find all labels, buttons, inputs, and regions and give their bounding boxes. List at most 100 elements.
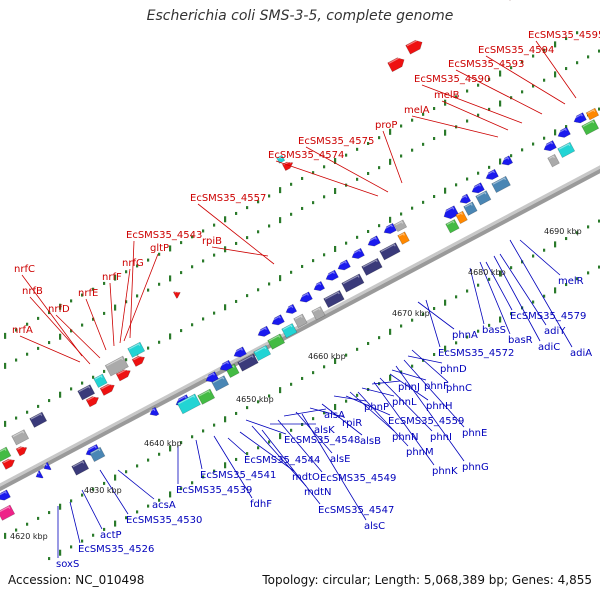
gene-label-reverse[interactable]: EcSMS35_4530 (126, 515, 202, 526)
gene-block[interactable] (281, 323, 298, 339)
gene-label-forward[interactable]: nrfG (122, 258, 144, 269)
gene-label-reverse[interactable]: basR (508, 335, 533, 346)
gene-arrow-forward[interactable] (387, 55, 407, 73)
gene-arrow-reverse[interactable] (312, 280, 326, 293)
gene-label-forward[interactable]: rpiB (202, 236, 222, 247)
gene-label-reverse[interactable]: phnH (426, 401, 453, 412)
gene-label-reverse[interactable]: mdtO (292, 472, 320, 483)
gene-label-reverse[interactable]: alsE (330, 454, 350, 465)
gene-block[interactable] (379, 242, 401, 261)
gene-block[interactable] (253, 344, 272, 362)
gene-arrow-reverse[interactable] (204, 371, 219, 385)
gene-arrow-forward[interactable] (131, 354, 146, 367)
gene-label-reverse[interactable]: EcSMS35_4572 (438, 348, 514, 359)
gene-label-reverse[interactable]: phnN (392, 432, 419, 443)
gene-label-reverse[interactable]: melR (558, 276, 584, 287)
gene-label-reverse[interactable]: EcSMS35_4526 (78, 544, 154, 555)
gene-block[interactable] (71, 459, 90, 476)
gene-arrow-reverse[interactable] (556, 126, 571, 140)
gene-block[interactable] (393, 219, 408, 233)
gene-arrow-forward[interactable] (405, 38, 425, 55)
gene-label-reverse[interactable]: phnJ (398, 382, 420, 393)
gene-arrow-reverse[interactable] (542, 140, 557, 154)
gene-block[interactable] (341, 273, 365, 293)
gene-arrow-reverse[interactable] (0, 489, 11, 503)
gene-arrow-reverse[interactable] (232, 346, 247, 360)
gene-block[interactable] (455, 210, 468, 225)
gene-block[interactable] (311, 306, 326, 321)
gene-label-reverse[interactable]: adiC (538, 342, 560, 353)
gene-label-reverse[interactable]: EcSMS35_4541 (200, 470, 276, 481)
gene-label-forward[interactable]: nrfD (48, 304, 70, 315)
gene-label-forward[interactable]: nrfC (14, 264, 35, 275)
gene-label-reverse[interactable]: soxS (56, 559, 79, 570)
gene-label-reverse[interactable]: alsK (314, 425, 335, 436)
gene-label-reverse[interactable]: alsB (360, 436, 381, 447)
gene-block[interactable] (491, 175, 511, 194)
gene-block[interactable] (176, 393, 201, 415)
gene-arrow-forward[interactable] (15, 444, 29, 457)
gene-label-forward[interactable]: EcSMS35_4590 (414, 74, 490, 85)
gene-label-forward[interactable]: proP (375, 120, 397, 131)
gene-block[interactable] (0, 504, 16, 521)
gene-block[interactable] (581, 119, 600, 136)
gene-block[interactable] (211, 375, 230, 392)
gene-label-forward[interactable]: nrfF (102, 272, 122, 283)
gene-block[interactable] (77, 384, 96, 401)
gene-label-forward[interactable]: nrfB (22, 286, 43, 297)
gene-label-reverse[interactable]: phnP (364, 402, 389, 413)
gene-label-reverse[interactable]: phnE (462, 428, 487, 439)
gene-label-forward[interactable]: gltP (150, 243, 169, 254)
gene-label-forward[interactable]: nrfA (12, 325, 33, 336)
gene-label-reverse[interactable]: phnA (452, 330, 478, 341)
gene-label-forward[interactable]: EcSMS35_4594 (478, 45, 554, 56)
gene-label-reverse[interactable]: adiA (570, 348, 592, 359)
gene-arrow-reverse[interactable] (324, 269, 339, 283)
gene-block[interactable] (361, 257, 383, 276)
gene-label-reverse[interactable]: rpiR (342, 418, 362, 429)
gene-label-reverse[interactable]: phnC (446, 383, 472, 394)
gene-label-forward[interactable]: melB (434, 90, 460, 101)
gene-arrow-reverse[interactable] (366, 235, 381, 249)
gene-label-reverse[interactable]: EcSMS35_4579 (510, 311, 586, 322)
gene-block[interactable] (547, 153, 560, 168)
gene-arrow-forward[interactable] (99, 382, 116, 396)
gene-label-reverse[interactable]: acsA (152, 500, 176, 511)
gene-label-forward[interactable]: nrfE (78, 288, 98, 299)
gene-label-reverse[interactable]: alsC (364, 521, 385, 532)
gene-arrow-reverse[interactable] (270, 314, 285, 328)
gene-block[interactable] (237, 353, 259, 372)
gene-block[interactable] (93, 373, 108, 388)
gene-arrow-reverse[interactable] (148, 406, 160, 418)
gene-label-reverse[interactable]: EcSMS35_4544 (244, 455, 320, 466)
gene-label-reverse[interactable]: phnG (462, 462, 489, 473)
gene-block[interactable] (557, 141, 576, 159)
gene-features[interactable] (0, 0, 600, 521)
gene-label-reverse[interactable]: EcSMS35_4547 (318, 505, 394, 516)
gene-label-reverse[interactable]: phnL (392, 397, 417, 408)
gene-arrow-reverse[interactable] (470, 182, 485, 196)
gene-block[interactable] (397, 231, 410, 245)
gene-arrow-reverse[interactable] (34, 470, 44, 481)
gene-arrow-reverse[interactable] (484, 168, 499, 182)
gene-arrow-reverse[interactable] (382, 222, 397, 236)
gene-label-forward[interactable]: EcSMS35_4557 (190, 193, 266, 204)
gene-block[interactable] (11, 429, 30, 446)
gene-block[interactable] (323, 289, 345, 309)
gene-label-reverse[interactable]: phnM (406, 447, 434, 458)
gene-label-reverse[interactable]: phnK (432, 466, 458, 477)
gene-block[interactable] (475, 190, 492, 206)
gene-label-reverse[interactable]: actP (100, 530, 122, 541)
gene-block[interactable] (445, 219, 460, 234)
gene-arrow-forward[interactable] (1, 457, 16, 470)
gene-block[interactable] (104, 355, 129, 377)
gene-label-forward[interactable]: EcSMS35_4595 (528, 30, 600, 41)
gene-arrow-reverse[interactable] (458, 193, 472, 206)
gene-arrow-reverse[interactable] (218, 359, 233, 373)
gene-block[interactable] (0, 446, 12, 462)
gene-label-reverse[interactable]: phnD (440, 364, 467, 375)
gene-arrow-reverse[interactable] (298, 291, 313, 305)
gene-arrow-reverse[interactable] (42, 461, 52, 472)
gene-block[interactable] (29, 411, 48, 428)
